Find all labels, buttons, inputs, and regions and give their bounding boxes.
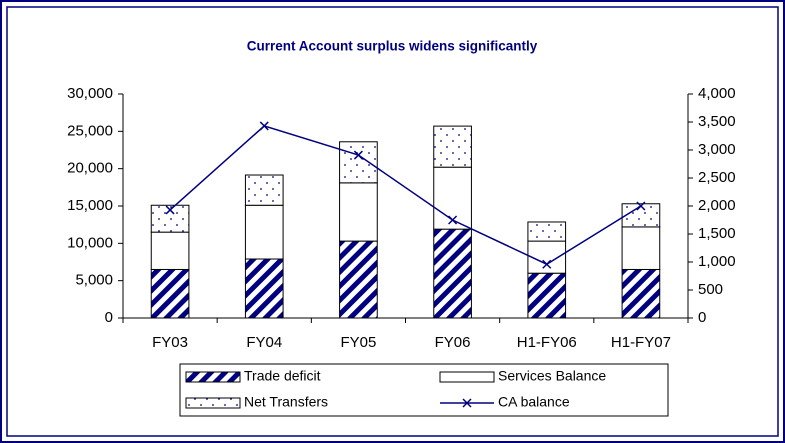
y2-tick-label: 2,000 <box>698 197 736 214</box>
bar-segment <box>527 240 567 274</box>
line-marker <box>353 150 363 160</box>
inner-frame <box>6 6 779 437</box>
y-tick-label: 10,000 <box>67 234 113 251</box>
bar-segment <box>339 141 378 184</box>
x-tick-label: FY03 <box>152 334 188 351</box>
legend-marker <box>462 398 472 408</box>
bar-segment <box>621 226 661 270</box>
bar-segment <box>244 204 284 260</box>
legend <box>179 363 669 417</box>
legend-swatch <box>185 371 241 383</box>
x-tick-label: FY05 <box>340 334 376 351</box>
y2-tick-label: 3,000 <box>698 141 736 158</box>
line-marker <box>165 205 175 215</box>
bar-segment <box>150 231 190 270</box>
bar-segment <box>339 240 378 319</box>
bar-segment <box>150 268 190 319</box>
line-marker <box>259 121 269 131</box>
y2-tick-label: 500 <box>698 281 723 298</box>
line-marker <box>542 259 552 269</box>
y-tick-label: 20,000 <box>67 160 113 177</box>
bar-segment <box>433 125 472 168</box>
line-marker <box>448 215 458 225</box>
x-tick-label: H1-FY06 <box>517 334 577 351</box>
legend-swatch <box>439 371 495 383</box>
y-tick-label: 15,000 <box>67 197 113 214</box>
bar-segment <box>621 268 661 319</box>
y2-tick-label: 1,500 <box>698 225 736 242</box>
legend-swatch <box>185 397 241 409</box>
bar-segment <box>621 203 661 228</box>
bar-segment <box>150 204 190 233</box>
y2-tick-label: 4,000 <box>698 85 736 102</box>
legend-label: Net Transfers <box>244 394 328 410</box>
y2-tick-label: 0 <box>698 309 706 326</box>
x-tick-label: FY04 <box>246 334 282 351</box>
y-tick-label: 5,000 <box>75 272 113 289</box>
legend-label: Services Balance <box>498 368 606 384</box>
x-tick-label: H1-FY07 <box>611 334 671 351</box>
bar-segment <box>433 166 472 230</box>
y2-tick-label: 2,500 <box>698 169 736 186</box>
y-tick-label: 0 <box>105 309 113 326</box>
bar-segment <box>339 182 378 242</box>
legend-label: CA balance <box>498 394 570 410</box>
chart-title: Current Account surplus widens significa… <box>247 39 538 54</box>
bar-segment <box>433 228 472 319</box>
y-tick-label: 30,000 <box>67 85 113 102</box>
line-marker <box>636 201 646 211</box>
bar-segment <box>527 221 567 242</box>
bar-segment <box>244 258 284 319</box>
y2-tick-label: 3,500 <box>698 113 736 130</box>
line <box>169 125 642 266</box>
y2-tick-label: 1,000 <box>698 253 736 270</box>
bar-segment <box>244 174 284 206</box>
y-tick-label: 25,000 <box>67 122 113 139</box>
legend-label: Trade deficit <box>244 368 321 384</box>
x-tick-label: FY06 <box>435 334 471 351</box>
bar-segment <box>527 272 567 319</box>
